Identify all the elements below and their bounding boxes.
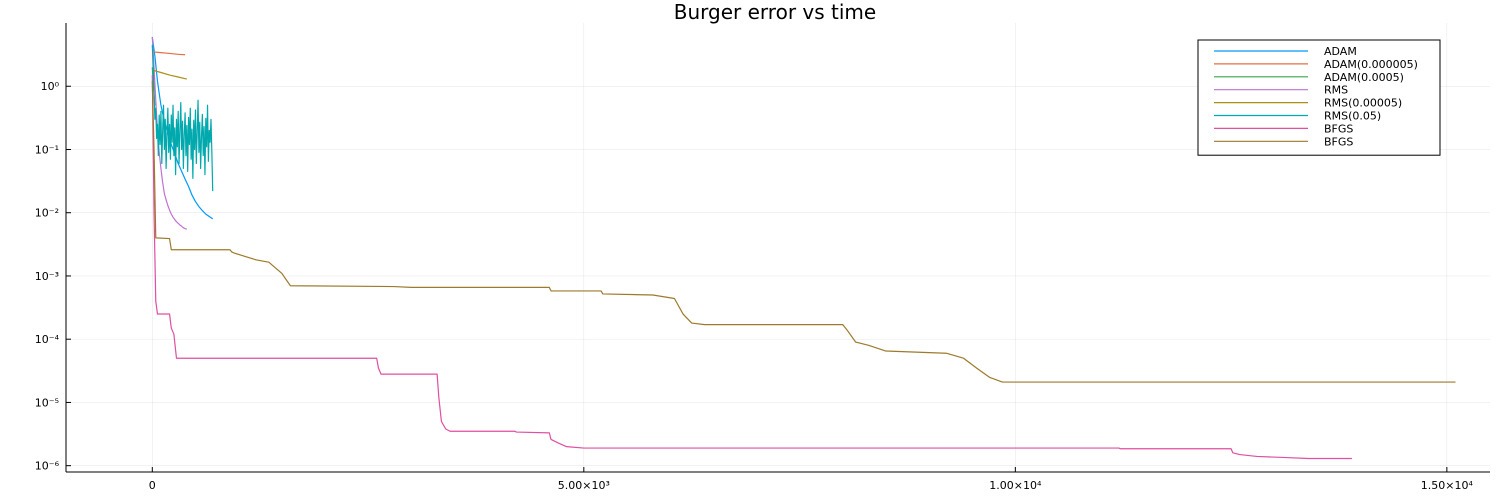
- x-tick-label: 0: [149, 479, 156, 492]
- series-line-4: [152, 69, 187, 80]
- legend-label-7: BFGS: [1324, 135, 1353, 148]
- gridlines: [66, 23, 1490, 472]
- y-tick-label: 10⁻⁵: [35, 396, 59, 409]
- x-tick-label: 1.50×10⁴: [1421, 479, 1474, 492]
- y-tick-label: 10⁻³: [35, 270, 59, 283]
- legend: ADAMADAM(0.000005)ADAM(0.0005)RMSRMS(0.0…: [1197, 39, 1441, 156]
- series-line-1: [152, 51, 186, 56]
- series-line-5: [151, 44, 214, 192]
- x-tick-label: 5.00×10³: [558, 479, 610, 492]
- legend-label-3: RMS: [1324, 84, 1348, 97]
- legend-label-2: ADAM(0.0005): [1324, 71, 1404, 84]
- chart-title: Burger error vs time: [674, 0, 876, 24]
- axes: 0 5.00×10³ 1.00×10⁴ 1.50×10⁴ 10⁰ 10⁻¹ 10⁻² 10⁻³…: [35, 23, 1490, 492]
- legend-label-1: ADAM(0.000005): [1324, 58, 1418, 71]
- series-line-7: [151, 81, 1456, 383]
- series-line-6: [151, 75, 1352, 460]
- y-tick-label: 10⁻¹: [35, 143, 59, 156]
- y-tick-label: 10⁻²: [35, 207, 59, 220]
- y-tick-label: 10⁻⁶: [35, 460, 60, 473]
- x-tick-label: 1.00×10⁴: [989, 479, 1042, 492]
- legend-label-4: RMS(0.00005): [1324, 97, 1402, 110]
- legend-label-5: RMS(0.05): [1324, 110, 1381, 123]
- y-tick-label: 10⁻⁴: [35, 333, 60, 346]
- legend-label-0: ADAM: [1324, 45, 1357, 58]
- series-lines: [151, 36, 1456, 460]
- legend-label-6: BFGS: [1324, 122, 1353, 135]
- series-line-0: [151, 36, 214, 220]
- legend-box: [1197, 39, 1441, 156]
- y-tick-label: 10⁰: [41, 80, 60, 93]
